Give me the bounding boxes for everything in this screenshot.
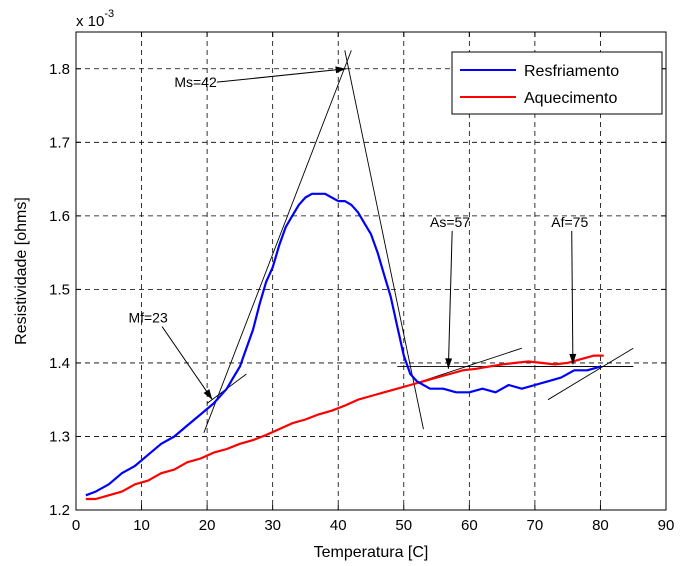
plot-frame: [75, 31, 667, 511]
x-tick-label: 70: [527, 517, 544, 534]
x-tick-label: 90: [658, 517, 675, 534]
annotation-arrow-0: [216, 68, 347, 83]
annotation-label-3: Af=75: [551, 214, 588, 230]
x-tick-label: 30: [264, 517, 281, 534]
y-multiplier-exponent: -3: [104, 8, 114, 20]
tangent-line-6: [547, 347, 634, 401]
y-tick-label: 1.6: [49, 208, 70, 225]
x-tick-label: 40: [330, 517, 347, 534]
annotation-arrowhead-2: [445, 358, 453, 369]
x-tick-label: 60: [461, 517, 478, 534]
annotation-arrowhead-0: [335, 66, 347, 74]
annotation-label-2: As=57: [430, 214, 470, 230]
legend-label-aquecimento: Aquecimento: [524, 90, 617, 107]
tangent-lines: [203, 50, 634, 433]
x-axis-label: Temperatura [C]: [314, 544, 429, 561]
grid: [76, 32, 666, 510]
tangent-line-0: [203, 50, 352, 433]
y-tick-label: 1.2: [49, 502, 70, 519]
y-tick-label: 1.5: [49, 281, 70, 298]
annotation-arrowhead-1: [203, 389, 213, 400]
legend-box: [451, 51, 663, 115]
annotation-label-0: Ms=42: [174, 74, 217, 90]
y-tick-label: 1.8: [49, 61, 70, 78]
legend-label-resfriamento: Resfriamento: [524, 63, 619, 80]
series-line-aquecimento: [85, 354, 604, 501]
annotation-arrowhead-3: [569, 353, 577, 365]
annotation-arrow-3: [571, 230, 574, 365]
series-line-resfriamento: [85, 192, 601, 497]
x-tick-label: 20: [199, 517, 216, 534]
axis-ticks: 0 10 20 30 40 50 60 70 80 90 1.2 1.3 1.4 1.5 1.6 1.7 1.8: [49, 32, 674, 534]
annotation-arrow-1: [161, 326, 213, 400]
x-tick-label: 0: [72, 517, 80, 534]
x-tick-label: 50: [395, 517, 412, 534]
y-multiplier: x 10-3: [76, 8, 114, 30]
y-tick-label: 1.4: [49, 355, 70, 372]
y-multiplier-base: x 10: [76, 13, 104, 30]
tangent-line-2: [344, 50, 424, 430]
x-tick-label: 80: [592, 517, 609, 534]
annotation-arrow-2: [447, 230, 453, 369]
y-tick-label: 1.7: [49, 134, 70, 151]
annotation-label-1: Mf=23: [128, 309, 168, 325]
series-lines: [85, 192, 604, 501]
y-axis-label: Resistividade [ohms]: [13, 197, 30, 345]
legend: Resfriamento Aquecimento: [451, 51, 663, 115]
x-tick-label: 10: [133, 517, 150, 534]
y-tick-label: 1.3: [49, 428, 70, 445]
annotations: Ms=42 Mf=23 As=57 Af=75: [128, 66, 588, 400]
